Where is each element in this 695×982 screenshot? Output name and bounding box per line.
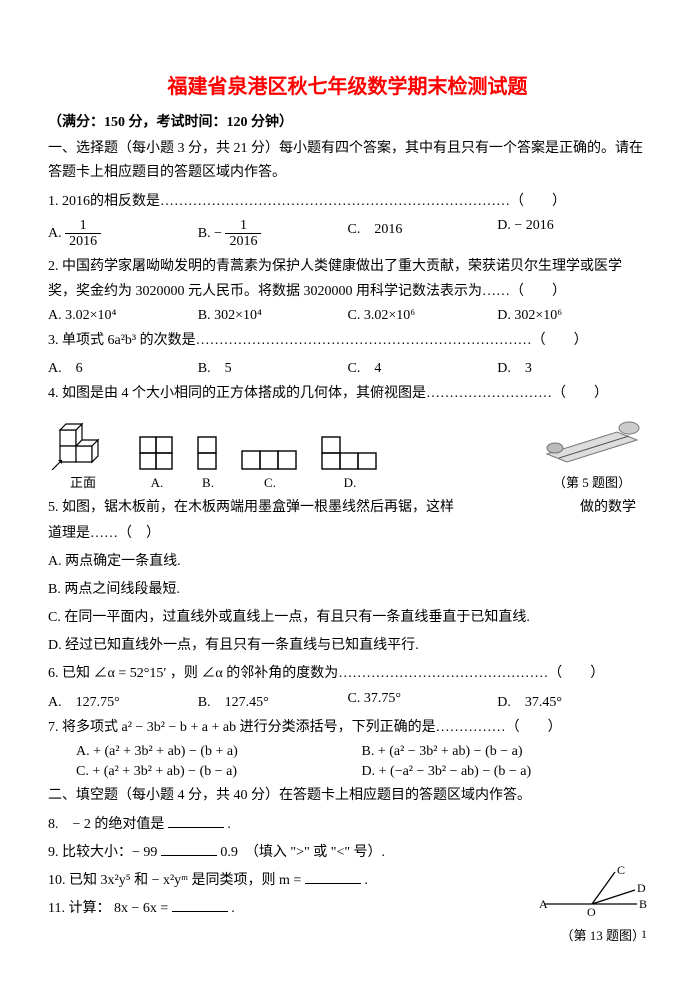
q4-opt-d-fig: D. — [320, 435, 380, 491]
angle-figure-icon: A B C D O — [537, 864, 647, 924]
q2-options: A. 3.02×10⁴ B. 302×10⁴ C. 3.02×10⁶ D. 30… — [48, 308, 647, 324]
q3-options: A. 6 B. 5 C. 4 D. 3 — [48, 357, 647, 377]
q1-options: A. 12016 B. − 12016 C. 2016 D. − 2016 — [48, 218, 647, 250]
q7-opt-c: C. + (a² + 3b² + ab) − (b − a) — [76, 764, 362, 780]
q4-main-label: 正面 — [48, 472, 118, 491]
q7-options-row2: C. + (a² + 3b² + ab) − (b − a) D. + (−a²… — [48, 764, 647, 780]
q9-text-a: 9. 比较大小：− 99 — [48, 845, 157, 860]
q6-options: A. 127.75° B. 127.45° C. 37.75° D. 37.45… — [48, 691, 647, 711]
q2-opt-d: D. 302×10⁶ — [497, 308, 647, 324]
q4-stem: 4. 如图是由 4 个大小相同的正方体搭成的几何体，其俯视图是………………………… — [48, 381, 647, 406]
q5-opt-c: C. 在同一平面内，过直线外或直线上一点，有且只有一条直线垂直于已知直线. — [48, 605, 647, 630]
q1-opt-c: C. 2016 — [348, 218, 498, 250]
q5-opt-b: B. 两点之间线段最短. — [48, 577, 647, 602]
q1-stem: 1. 2016的相反数是…………………………………………………………………（ ） — [48, 189, 647, 214]
grid-icon — [196, 435, 220, 473]
exam-page: 福建省泉港区秋七年级数学期末检测试题 （满分：150 分，考试时间：120 分钟… — [0, 0, 695, 972]
blank-field — [305, 869, 361, 884]
q3-opt-b: B. 5 — [198, 357, 348, 377]
q4-main-figure: 正面 — [48, 412, 118, 491]
q2-opt-c: C. 3.02×10⁶ — [348, 308, 498, 324]
q2-opt-b: B. 302×10⁴ — [198, 308, 348, 324]
angle-label-a: A — [539, 897, 548, 911]
figure13-caption: （第 13 题图） — [560, 925, 645, 944]
fraction-icon: 12016 — [65, 218, 101, 250]
q8-text-a: 8. − 2 的绝对值是 — [48, 817, 164, 832]
q4-opt-b-label: B. — [196, 475, 220, 491]
q1-opt-b: B. − 12016 — [198, 218, 348, 250]
q5-figure: （第 5 题图） — [537, 414, 647, 491]
q4-opt-d-label: D. — [320, 475, 380, 491]
q7-opt-b: B. + (a² − 3b² + ab) − (b − a) — [362, 744, 648, 760]
q3-opt-a: A. 6 — [48, 357, 198, 377]
q1-opt-a-label: A. — [48, 226, 65, 241]
blank-field — [161, 841, 217, 856]
q8: 8. − 2 的绝对值是 . — [48, 812, 647, 837]
q4-opt-a-label: A. — [138, 475, 176, 491]
exam-subtitle: （满分：150 分，考试时间：120 分钟） — [48, 111, 647, 131]
q1-opt-a: A. 12016 — [48, 218, 198, 250]
q2-stem: 2. 中国药学家屠呦呦发明的青蒿素为保护人类健康做出了重大贡献，荣获诺贝尔生理学… — [48, 254, 647, 304]
q6-stem: 6. 已知 ∠α = 52°15′ ，则 ∠α 的邻补角的度数为……………………… — [48, 661, 647, 686]
q3-opt-d: D. 3 — [497, 357, 647, 377]
q6-opt-a: A. 127.75° — [48, 691, 198, 711]
exam-title: 福建省泉港区秋七年级数学期末检测试题 — [48, 70, 647, 99]
q4-opt-a-fig: A. — [138, 435, 176, 491]
q9: 9. 比较大小：− 99 0.9 （填入 ">" 或 "<" 号）. — [48, 840, 647, 865]
q5-opt-a: A. 两点确定一条直线. — [48, 549, 647, 574]
section2-intro: 二、填空题（每小题 4 分，共 40 分）在答题卡上相应题目的答题区域内作答。 — [48, 784, 647, 808]
q5-caption: （第 5 题图） — [537, 472, 647, 491]
angle-label-c: C — [617, 864, 625, 877]
grid-icon — [240, 449, 300, 473]
saw-board-icon — [537, 414, 647, 470]
q4-opt-c-label: C. — [240, 475, 300, 491]
q6-opt-b: B. 127.45° — [198, 691, 348, 711]
q8-text-b: . — [227, 817, 231, 832]
q10-text-b: . — [364, 873, 368, 888]
q6-opt-c: C. 37.75° — [348, 691, 498, 711]
grid-icon — [138, 435, 176, 473]
fraction-icon: 12016 — [225, 218, 261, 250]
blank-field — [172, 897, 228, 912]
q4-opt-b-fig: B. — [196, 435, 220, 491]
angle-label-o: O — [587, 905, 596, 919]
q5-stem: 5. 如图，锯木板前，在木板两端用墨盒弹一根墨线然后再锯，这样 做的数学道理是…… — [48, 495, 647, 545]
blank-field — [168, 813, 224, 828]
q3-opt-c: C. 4 — [348, 357, 498, 377]
q11-text-a: 11. 计算： 8x − 6x = — [48, 901, 168, 916]
q7-stem: 7. 将多项式 a² − 3b² − b + a + ab 进行分类添括号，下列… — [48, 715, 647, 740]
solid-icon — [48, 412, 118, 470]
angle-label-b: B — [639, 897, 647, 911]
section1-intro: 一、选择题（每小题 3 分，共 21 分）每小题有四个答案，其中有且只有一个答案… — [48, 137, 647, 185]
q1-opt-b-label: B. − — [198, 226, 226, 241]
q5-opt-d: D. 经过已知直线外一点，有且只有一条直线与已知直线平行. — [48, 633, 647, 658]
grid-icon — [320, 435, 380, 473]
q2-opt-a: A. 3.02×10⁴ — [48, 308, 198, 324]
q6-opt-d: D. 37.45° — [497, 691, 647, 711]
q10-text-a: 10. 已知 3x²y⁵ 和 − x²yᵐ 是同类项，则 m = — [48, 873, 301, 888]
q7-options-row1: A. + (a² + 3b² + ab) − (b + a) B. + (a² … — [48, 744, 647, 760]
q9-text-b: 0.9 （填入 ">" 或 "<" 号）. — [220, 845, 385, 860]
q11-text-b: . — [231, 901, 235, 916]
angle-label-d: D — [637, 881, 646, 895]
q4-opt-c-fig: C. — [240, 449, 300, 491]
q1-opt-d: D. − 2016 — [497, 218, 647, 250]
page-number: 1 — [48, 927, 647, 942]
q7-opt-d: D. + (−a² − 3b² − ab) − (b − a) — [362, 764, 648, 780]
q4-figure-row: 正面 A. B. — [48, 412, 647, 491]
q3-stem: 3. 单项式 6a²b³ 的次数是……………………………………………………………… — [48, 328, 647, 353]
q7-opt-a: A. + (a² + 3b² + ab) − (b + a) — [76, 744, 362, 760]
